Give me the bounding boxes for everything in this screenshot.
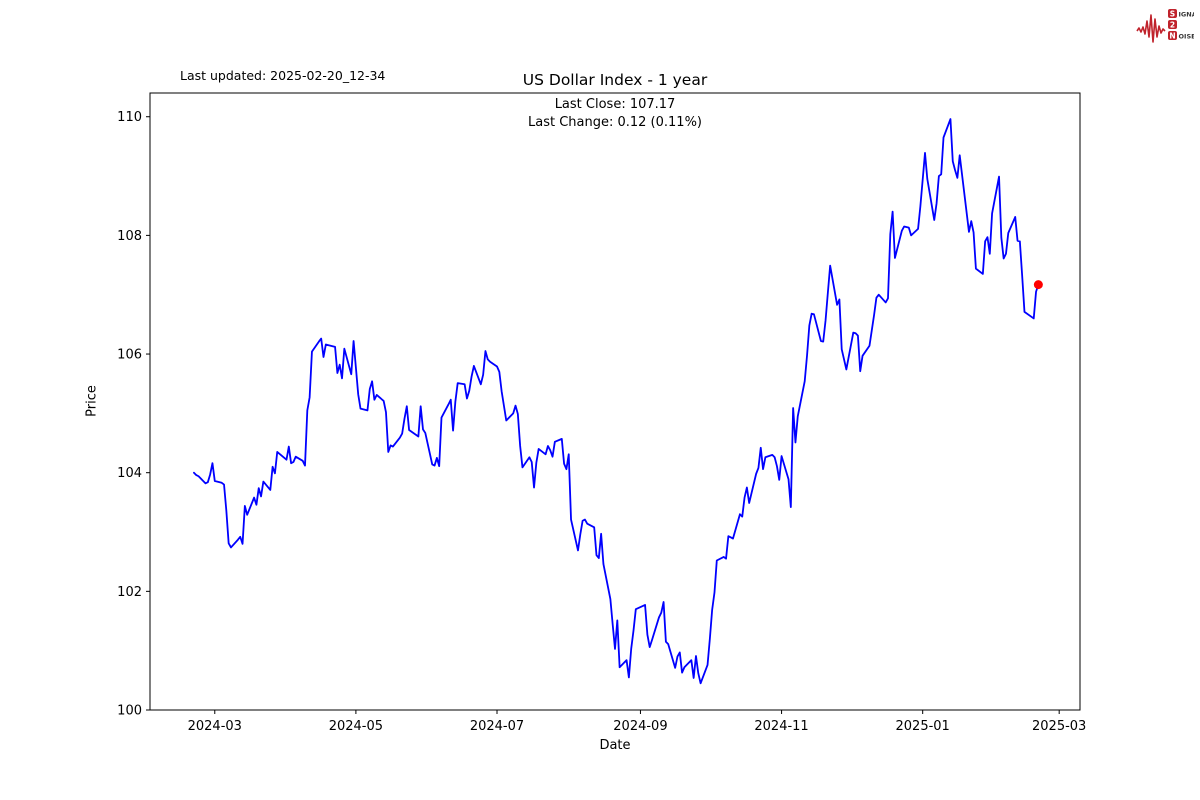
x-axis-label: Date bbox=[599, 738, 631, 753]
last-close-marker bbox=[1033, 280, 1043, 290]
x-tick-label: 2024-07 bbox=[470, 719, 524, 734]
y-tick-label: 106 bbox=[117, 348, 142, 363]
y-tick-label: 108 bbox=[117, 229, 142, 244]
last-updated-text: Last updated: 2025-02-20_12-34 bbox=[180, 68, 386, 83]
logo-signal-text: IGNAL bbox=[1179, 10, 1195, 18]
logo-2-box bbox=[1168, 20, 1177, 29]
y-tick-label: 110 bbox=[117, 110, 142, 125]
waveform-icon bbox=[1136, 14, 1166, 43]
page-title: US Dollar Index - 1 year bbox=[522, 71, 708, 89]
title-container: US Dollar Index - 1 year bbox=[150, 70, 1080, 89]
price-series-line bbox=[193, 118, 1043, 685]
x-tick-label: 2025-01 bbox=[896, 719, 950, 734]
x-tick-label: 2024-11 bbox=[754, 719, 808, 734]
y-tick-label: 104 bbox=[117, 466, 142, 481]
plot-border bbox=[149, 92, 1081, 711]
axes-layer: 100 102 104 106 108 110 2024-03 2024-05 2024-07 2… bbox=[117, 92, 1086, 734]
logo-wordmark: S IGNAL 2 N OISE bbox=[1168, 9, 1194, 40]
logo-n-box bbox=[1168, 31, 1177, 40]
y-tick-label: 100 bbox=[117, 704, 142, 719]
x-tick-label: 2024-09 bbox=[613, 719, 667, 734]
x-tick-label: 2024-03 bbox=[188, 719, 242, 734]
logo-noise-text: OISE bbox=[1179, 32, 1195, 40]
logo-2-letter: 2 bbox=[1170, 20, 1175, 29]
subtitle-container: Last Close: 107.17 Last Change: 0.12 (0.… bbox=[150, 96, 1080, 132]
signal2noise-logo: S IGNAL 2 N OISE bbox=[1136, 9, 1194, 43]
last-change-text: Last Change: 0.12 (0.11%) bbox=[527, 115, 702, 130]
logo-s-box bbox=[1168, 9, 1177, 18]
logo-s-letter: S bbox=[1170, 9, 1175, 18]
last-close-text: Last Close: 107.17 bbox=[554, 97, 676, 112]
x-tick-label: 2025-03 bbox=[1032, 719, 1086, 734]
logo-n-letter: N bbox=[1169, 31, 1175, 40]
x-tick-label: 2024-05 bbox=[329, 719, 383, 734]
y-tick-label: 102 bbox=[117, 585, 142, 600]
price-polyline bbox=[193, 118, 1040, 685]
